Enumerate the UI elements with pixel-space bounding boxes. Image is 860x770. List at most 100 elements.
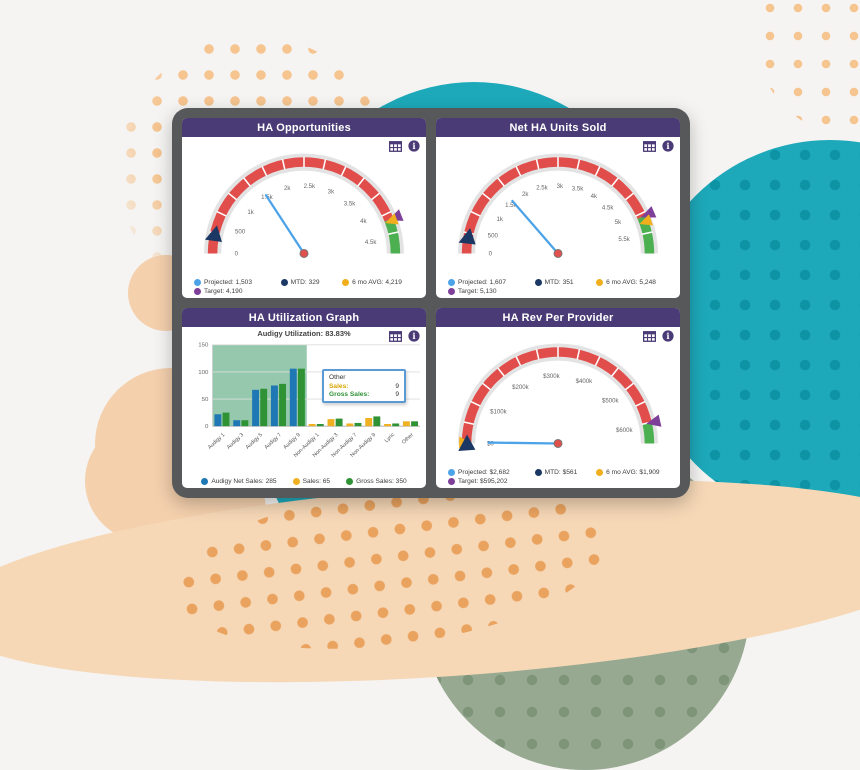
legend: Projected: 1,503 MTD: 329 6 mo AVG: 4,219 T… bbox=[194, 279, 422, 295]
tooltip-row: Sales: 9 bbox=[329, 383, 399, 390]
panel-title: HA Rev Per Provider bbox=[502, 312, 614, 324]
svg-text:500: 500 bbox=[235, 228, 246, 235]
tooltip-category: Other bbox=[329, 374, 346, 381]
legend-dot-icon bbox=[346, 478, 354, 485]
svg-text:2.5k: 2.5k bbox=[304, 183, 316, 190]
table-view-icon[interactable] bbox=[389, 330, 402, 342]
legend-dot-icon bbox=[448, 469, 455, 476]
legend-item: 6 mo AVG: 5,248 bbox=[596, 279, 676, 286]
info-icon[interactable]: i bbox=[662, 330, 674, 342]
panel-title: Net HA Units Sold bbox=[509, 122, 607, 134]
svg-text:0: 0 bbox=[205, 424, 209, 430]
svg-text:2k: 2k bbox=[522, 191, 529, 198]
legend-dot-icon bbox=[596, 469, 604, 476]
legend-dot-icon bbox=[201, 478, 209, 485]
legend-dot-icon bbox=[280, 279, 288, 286]
svg-text:4k: 4k bbox=[591, 193, 598, 200]
svg-text:4k: 4k bbox=[360, 218, 367, 225]
legend-item: Projected: 1,607 bbox=[448, 279, 535, 286]
legend-dot-icon bbox=[448, 279, 455, 286]
legend-item: 6 mo AVG: $1,909 bbox=[596, 469, 676, 476]
svg-text:2k: 2k bbox=[284, 185, 291, 192]
panel-title: HA Utilization Graph bbox=[248, 312, 360, 324]
gauge-chart-net-ha-units-sold: 0 500 1k 1.5k 2k 2.5k 3k 3.5k 4k 4.5k 5k 5.5k bbox=[436, 143, 680, 263]
legend-item: Target: $595,202 bbox=[448, 478, 535, 485]
svg-text:0: 0 bbox=[235, 250, 239, 257]
svg-text:3.5k: 3.5k bbox=[344, 200, 356, 207]
background-top-right-dots bbox=[756, 0, 860, 138]
legend-item: MTD: 351 bbox=[534, 279, 597, 286]
legend-item: Audigy Net Sales: 285 bbox=[201, 478, 277, 485]
legend-dot-icon bbox=[194, 288, 201, 295]
legend-item: MTD: 329 bbox=[280, 279, 343, 286]
svg-text:3.5k: 3.5k bbox=[572, 186, 584, 193]
svg-text:2.5k: 2.5k bbox=[536, 185, 548, 192]
legend-dot-icon bbox=[448, 288, 455, 295]
panel-header: HA Opportunities bbox=[182, 118, 426, 137]
svg-text:Audigy 1: Audigy 1 bbox=[207, 432, 226, 451]
svg-text:50: 50 bbox=[202, 397, 209, 403]
svg-text:1k: 1k bbox=[497, 216, 504, 223]
svg-text:$0: $0 bbox=[487, 440, 494, 447]
svg-text:150: 150 bbox=[198, 343, 209, 349]
legend-item: MTD: $561 bbox=[534, 469, 597, 476]
info-icon[interactable]: i bbox=[408, 330, 420, 342]
svg-text:5k: 5k bbox=[615, 219, 622, 226]
svg-text:Audigy 5: Audigy 5 bbox=[245, 432, 264, 451]
svg-text:$300k: $300k bbox=[543, 373, 561, 380]
legend: Audigy Net Sales: 285 Sales: 65 Gross Sale… bbox=[186, 478, 422, 485]
panel-header: Net HA Units Sold bbox=[436, 118, 680, 137]
svg-text:$100k: $100k bbox=[490, 409, 508, 416]
panel-header: HA Utilization Graph bbox=[182, 308, 426, 327]
panel-title: HA Opportunities bbox=[257, 122, 351, 134]
legend-dot-icon bbox=[534, 469, 542, 476]
panel-net-ha-units-sold: Net HA Units Sold i 0 500 1k 1.5k 2k 2.5k 3k 3.… bbox=[436, 118, 680, 298]
legend-item: Target: 5,130 bbox=[448, 288, 535, 295]
svg-text:Other: Other bbox=[401, 432, 415, 446]
legend-item: Sales: 65 bbox=[292, 478, 330, 485]
legend-item: Projected: 1,503 bbox=[194, 279, 281, 286]
svg-text:5.5k: 5.5k bbox=[618, 236, 630, 243]
legend-dot-icon bbox=[448, 478, 455, 485]
panel-ha-utilization-graph: HA Utilization Graph Audigy Utilization:… bbox=[182, 308, 426, 488]
svg-text:$600k: $600k bbox=[616, 427, 634, 434]
legend-dot-icon bbox=[292, 478, 300, 485]
panel-header: HA Rev Per Provider bbox=[436, 308, 680, 327]
legend-item: Gross Sales: 350 bbox=[346, 478, 407, 485]
svg-text:Lyric: Lyric bbox=[384, 432, 397, 444]
svg-text:100: 100 bbox=[198, 370, 209, 376]
dashboard-container: HA Opportunities i 05001k1.5k2k2.5k3k3.5… bbox=[172, 108, 690, 498]
info-icon[interactable]: i bbox=[662, 140, 674, 152]
info-icon[interactable]: i bbox=[408, 140, 420, 152]
legend-dot-icon bbox=[194, 279, 201, 286]
svg-text:3k: 3k bbox=[328, 188, 335, 195]
table-view-icon[interactable] bbox=[643, 140, 656, 152]
legend-item: 6 mo AVG: 4,219 bbox=[342, 279, 422, 286]
svg-text:$400k: $400k bbox=[576, 378, 594, 385]
legend: Projected: 1,607 MTD: 351 6 mo AVG: 5,248 T… bbox=[448, 279, 676, 295]
svg-text:1k: 1k bbox=[247, 209, 254, 216]
bar-chart-ha-utilization[interactable]: 0 50 100 150 Audigy 1 Audigy 3 Audigy 5 Audigy … bbox=[182, 339, 426, 463]
table-view-icon[interactable] bbox=[389, 140, 402, 152]
svg-text:500: 500 bbox=[488, 233, 499, 240]
gauge-chart-ha-rev-per-provider: $0 $100k $200k $300k $400k $500k $600k bbox=[436, 333, 680, 453]
tooltip-row: Gross Sales: 9 bbox=[329, 391, 399, 398]
svg-text:1.5k: 1.5k bbox=[505, 202, 517, 209]
svg-text:Audigy 3: Audigy 3 bbox=[226, 432, 245, 451]
svg-text:0: 0 bbox=[489, 250, 493, 257]
legend: Projected: $2,682 MTD: $561 6 mo AVG: $1,9… bbox=[448, 469, 676, 485]
svg-text:4.5k: 4.5k bbox=[602, 205, 614, 212]
legend-dot-icon bbox=[342, 279, 350, 286]
panel-ha-rev-per-provider: HA Rev Per Provider i $0 $100k $200k $300k $… bbox=[436, 308, 680, 488]
svg-text:4.5k: 4.5k bbox=[365, 239, 377, 246]
legend-item: Projected: $2,682 bbox=[448, 469, 535, 476]
chart-tooltip: Other Sales: 9 Gross Sales: 9 bbox=[322, 369, 406, 403]
table-view-icon[interactable] bbox=[643, 330, 656, 342]
svg-text:Audigy 7: Audigy 7 bbox=[264, 432, 283, 451]
legend-dot-icon bbox=[534, 279, 542, 286]
panel-ha-opportunities: HA Opportunities i 05001k1.5k2k2.5k3k3.5… bbox=[182, 118, 426, 298]
svg-text:$200k: $200k bbox=[512, 384, 530, 391]
svg-text:$500k: $500k bbox=[602, 397, 620, 404]
